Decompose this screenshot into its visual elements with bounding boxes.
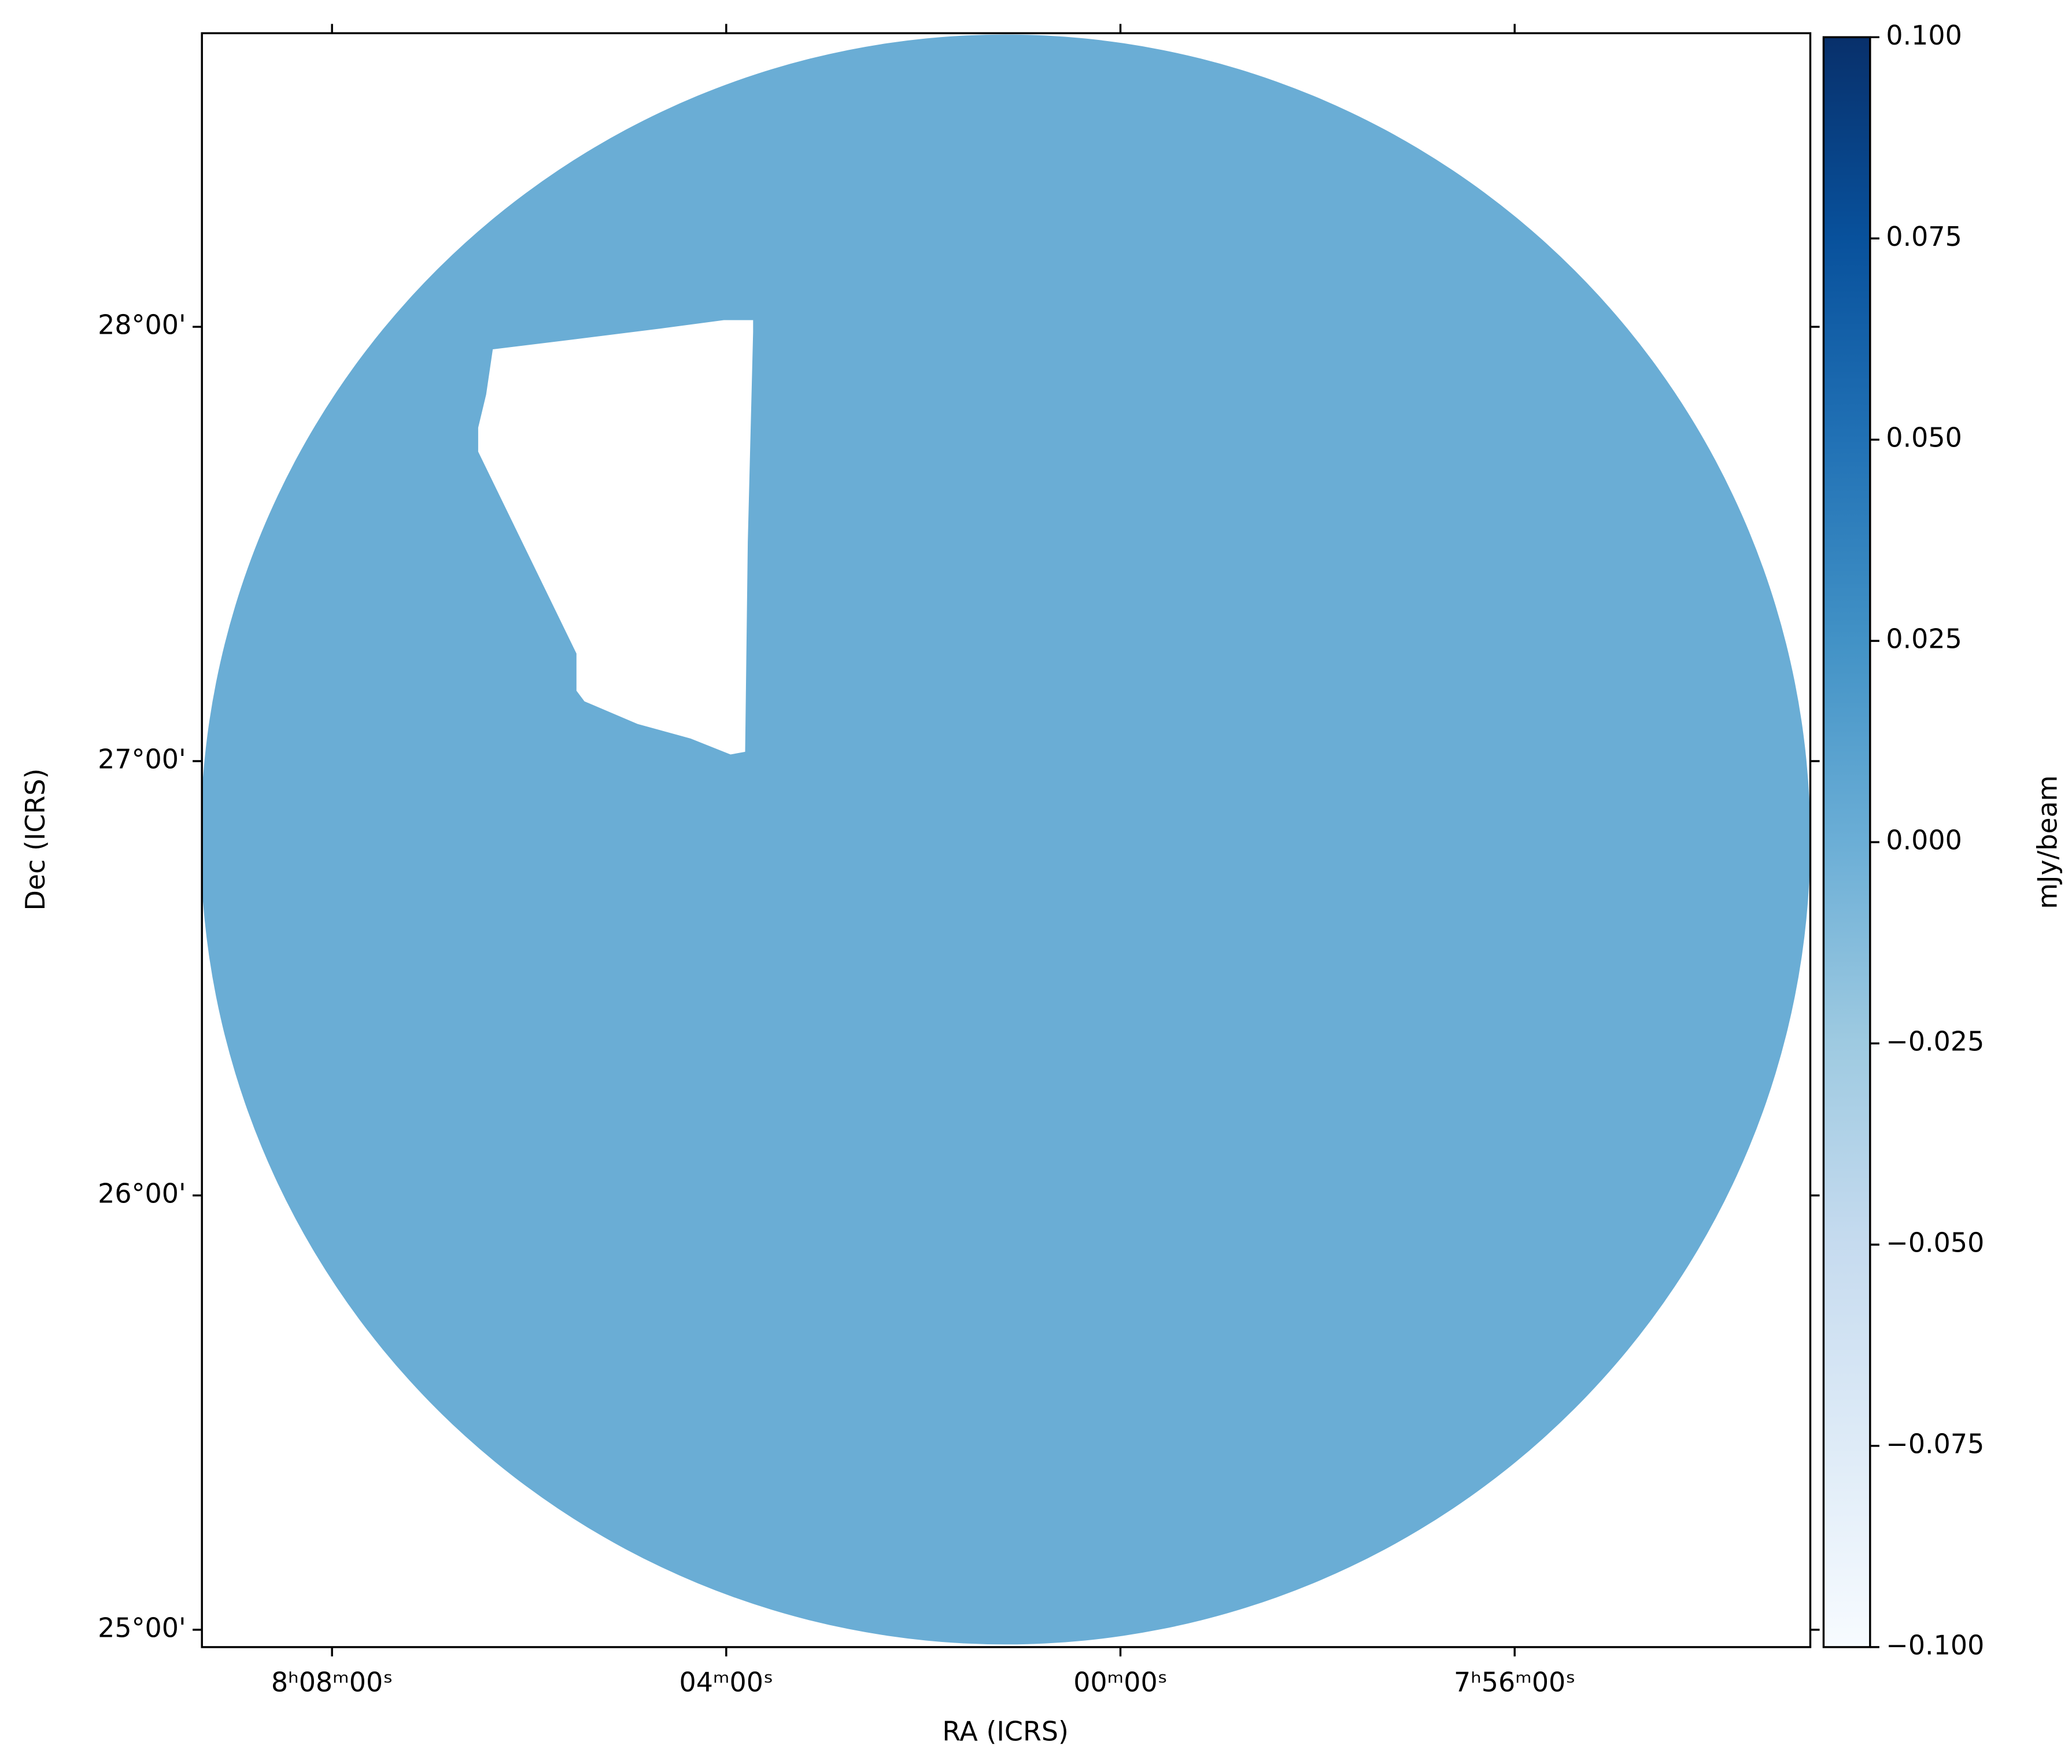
colorbar-label: mJy/beam bbox=[2032, 775, 2063, 909]
y-tick-label: 28°00' bbox=[98, 309, 186, 341]
masked-region bbox=[478, 320, 754, 755]
x-tick-label: 7ʰ56ᵐ00ˢ bbox=[1454, 1667, 1575, 1698]
colorbar-tick-label: 0.075 bbox=[1886, 221, 1962, 252]
x-tick-label: 8ʰ08ᵐ00ˢ bbox=[271, 1667, 393, 1698]
y-axis-label: Dec (ICRS) bbox=[20, 769, 51, 911]
x-tick-label: 00ᵐ00ˢ bbox=[1073, 1667, 1168, 1698]
colorbar-tick-label: 0.000 bbox=[1886, 825, 1962, 856]
image-disk bbox=[202, 35, 1811, 1644]
y-tick-label: 26°00' bbox=[98, 1178, 186, 1209]
colorbar-tick-label: −0.050 bbox=[1886, 1227, 1984, 1258]
colorbar-tick-label: 0.025 bbox=[1886, 623, 1962, 655]
x-tick-label: 04ᵐ00ˢ bbox=[679, 1667, 774, 1698]
colorbar-tick-label: −0.075 bbox=[1886, 1428, 1984, 1459]
colorbar-tick-label: −0.025 bbox=[1886, 1026, 1984, 1057]
y-tick-label: 25°00' bbox=[98, 1612, 186, 1643]
colorbar-tick-label: −0.100 bbox=[1886, 1629, 1984, 1660]
sky-image bbox=[202, 35, 1811, 1644]
y-tick-label: 27°00' bbox=[98, 743, 186, 774]
colorbar-tick-label: 0.050 bbox=[1886, 422, 1962, 453]
colorbar bbox=[1822, 36, 1871, 1648]
colorbar-tick-label: 0.100 bbox=[1886, 20, 1962, 51]
x-axis-label: RA (ICRS) bbox=[942, 1716, 1069, 1747]
plot-frame bbox=[201, 32, 1812, 1648]
